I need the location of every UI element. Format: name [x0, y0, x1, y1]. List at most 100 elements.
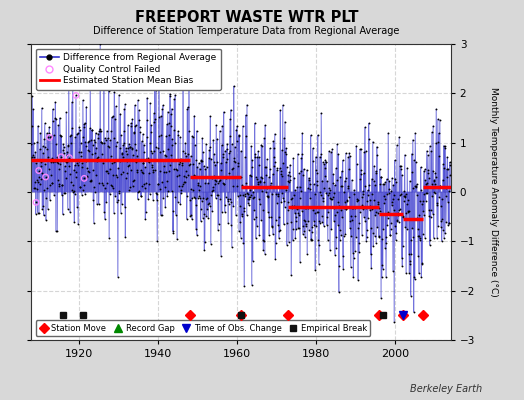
Point: [218, 208, 226, 215]
Point: [384, 215, 392, 221]
Point: [37, 159, 45, 165]
Point: [214, 221, 223, 228]
Point: [356, 176, 364, 182]
Point: [440, 235, 448, 241]
Point: [230, 158, 238, 164]
Point: [135, 107, 143, 113]
Point: [253, 179, 261, 185]
Point: [107, 182, 116, 189]
Point: [253, 154, 261, 160]
Point: [279, 221, 288, 228]
Point: [46, 196, 54, 203]
Point: [61, 175, 70, 181]
Point: [191, 194, 199, 201]
Point: [412, 181, 421, 188]
Point: [240, 283, 248, 290]
Point: [69, 182, 78, 189]
Point: [97, 139, 105, 145]
Point: [346, 225, 354, 232]
Point: [415, 212, 423, 218]
Point: [367, 264, 375, 271]
Point: [40, 120, 49, 127]
Point: [365, 202, 374, 209]
Point: [51, 99, 60, 106]
Point: [364, 192, 373, 198]
Point: [227, 221, 236, 228]
Point: [251, 150, 259, 157]
Point: [290, 192, 298, 198]
Point: [391, 237, 400, 243]
Point: [333, 177, 341, 183]
Point: [285, 239, 293, 246]
Point: [256, 179, 264, 185]
Point: [73, 162, 82, 169]
Point: [356, 170, 365, 177]
Point: [52, 228, 60, 234]
Point: [410, 273, 419, 280]
Point: [100, 70, 108, 76]
Point: [44, 154, 52, 161]
Point: [46, 134, 54, 141]
Point: [157, 132, 166, 138]
Point: [189, 160, 197, 167]
Point: [274, 222, 282, 228]
Point: [298, 151, 306, 158]
Point: [113, 174, 122, 180]
Point: [36, 181, 44, 187]
Point: [361, 182, 369, 189]
Point: [391, 223, 399, 229]
Point: [212, 122, 221, 129]
Point: [405, 270, 413, 276]
Point: [198, 198, 206, 204]
Point: [403, 164, 412, 171]
Point: [53, 228, 62, 234]
Point: [330, 218, 338, 224]
Point: [134, 97, 142, 104]
Point: [65, 154, 73, 161]
Point: [385, 186, 393, 192]
Point: [97, 128, 105, 134]
Point: [383, 191, 391, 198]
Point: [158, 148, 167, 154]
Point: [231, 158, 239, 165]
Point: [395, 134, 403, 140]
Point: [363, 227, 371, 233]
Point: [131, 141, 139, 148]
Point: [344, 183, 352, 189]
Point: [137, 167, 145, 174]
Point: [61, 163, 69, 169]
Point: [48, 179, 56, 186]
Point: [227, 199, 235, 205]
Point: [231, 174, 239, 181]
Point: [351, 205, 359, 211]
Point: [318, 213, 326, 220]
Point: [245, 172, 254, 178]
Point: [415, 270, 423, 277]
Point: [443, 198, 452, 205]
Point: [181, 174, 190, 180]
Point: [241, 193, 249, 200]
Point: [397, 190, 406, 197]
Point: [191, 173, 200, 179]
Point: [350, 254, 358, 261]
Point: [323, 222, 331, 228]
Point: [332, 234, 340, 240]
Point: [279, 160, 288, 166]
Point: [202, 196, 210, 202]
Point: [185, 128, 193, 135]
Point: [85, 125, 94, 131]
Point: [35, 167, 43, 174]
Point: [145, 170, 153, 176]
Point: [223, 156, 231, 162]
Point: [39, 203, 47, 210]
Point: [117, 201, 126, 208]
Point: [244, 190, 253, 197]
Point: [405, 208, 413, 214]
Point: [422, 181, 430, 187]
Point: [193, 232, 201, 238]
Point: [124, 145, 133, 152]
Point: [31, 149, 40, 155]
Point: [356, 209, 365, 216]
Point: [325, 148, 333, 154]
Point: [32, 199, 40, 206]
